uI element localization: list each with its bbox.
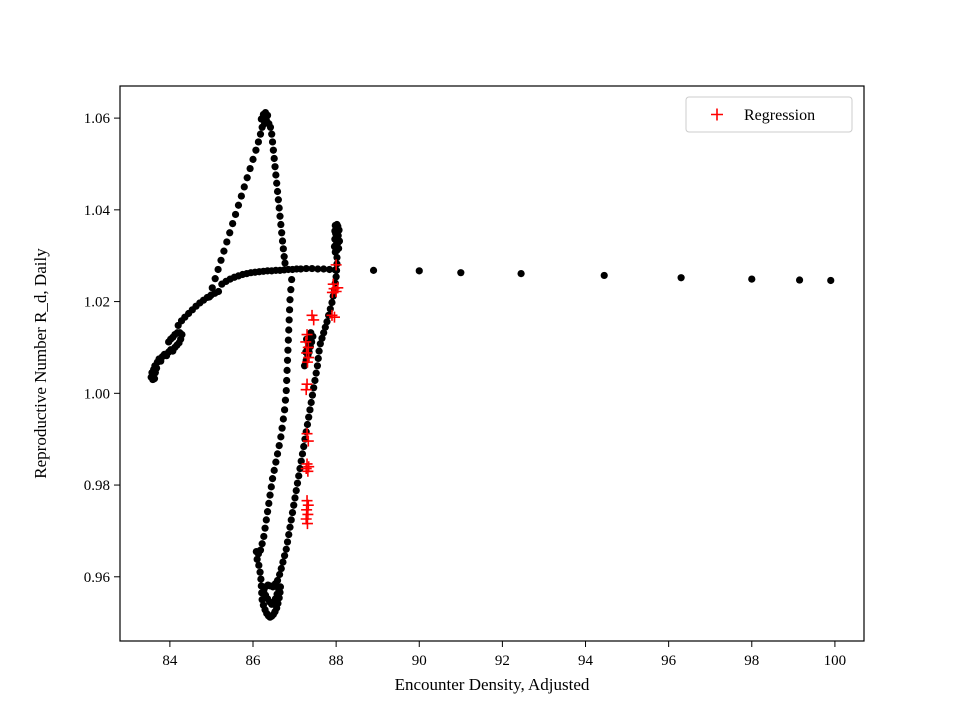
legend-regression-plus-icon — [711, 108, 723, 121]
svg-text:1.04: 1.04 — [84, 203, 111, 219]
x-axis-label: Encounter Density, Adjusted — [395, 675, 590, 694]
svg-text:1.02: 1.02 — [84, 295, 110, 311]
legend: Regression — [685, 96, 853, 133]
svg-text:92: 92 — [495, 653, 510, 669]
y-axis-label: Reproductive Number R_d, Daily — [31, 248, 50, 479]
svg-text:0.98: 0.98 — [84, 478, 110, 494]
svg-text:1.00: 1.00 — [84, 386, 110, 402]
svg-text:86: 86 — [246, 653, 262, 669]
svg-text:1.06: 1.06 — [84, 111, 111, 127]
svg-text:94: 94 — [578, 653, 594, 669]
legend-regression-label: Regression — [744, 107, 815, 124]
svg-text:88: 88 — [329, 653, 344, 669]
data-points — [147, 109, 835, 621]
svg-text:96: 96 — [661, 653, 677, 669]
svg-text:100: 100 — [824, 653, 847, 669]
axis-ticks: 84 86 88 90 92 94 96 98 100 0.96 0.98 1.00 1.02 1.04 1… — [84, 111, 846, 669]
legend-box — [685, 96, 853, 133]
axes-border — [119, 85, 865, 642]
svg-text:84: 84 — [162, 653, 178, 669]
svg-text:90: 90 — [412, 653, 427, 669]
svg-text:0.96: 0.96 — [84, 570, 111, 586]
svg-text:98: 98 — [744, 653, 759, 669]
